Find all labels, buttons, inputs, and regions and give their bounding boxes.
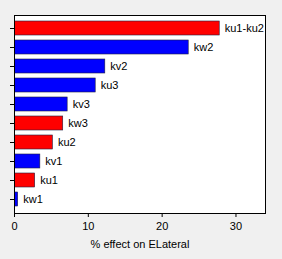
svg-text:ku1-ku2: ku1-ku2	[225, 22, 264, 34]
svg-text:kv2: kv2	[110, 60, 127, 72]
svg-text:ku2: ku2	[58, 136, 76, 148]
svg-text:kv3: kv3	[73, 98, 90, 110]
svg-text:kv1: kv1	[45, 155, 62, 167]
svg-text:10: 10	[82, 220, 94, 232]
svg-text:kw3: kw3	[68, 117, 88, 129]
svg-text:kw2: kw2	[194, 41, 214, 53]
svg-text:ku3: ku3	[101, 79, 119, 91]
svg-text:ku1: ku1	[40, 174, 58, 186]
svg-text:20: 20	[156, 220, 168, 232]
svg-text:% effect on ELateral: % effect on ELateral	[91, 238, 190, 250]
svg-text:30: 30	[230, 220, 242, 232]
svg-text:0: 0	[11, 220, 17, 232]
svg-text:kw1: kw1	[23, 193, 43, 205]
